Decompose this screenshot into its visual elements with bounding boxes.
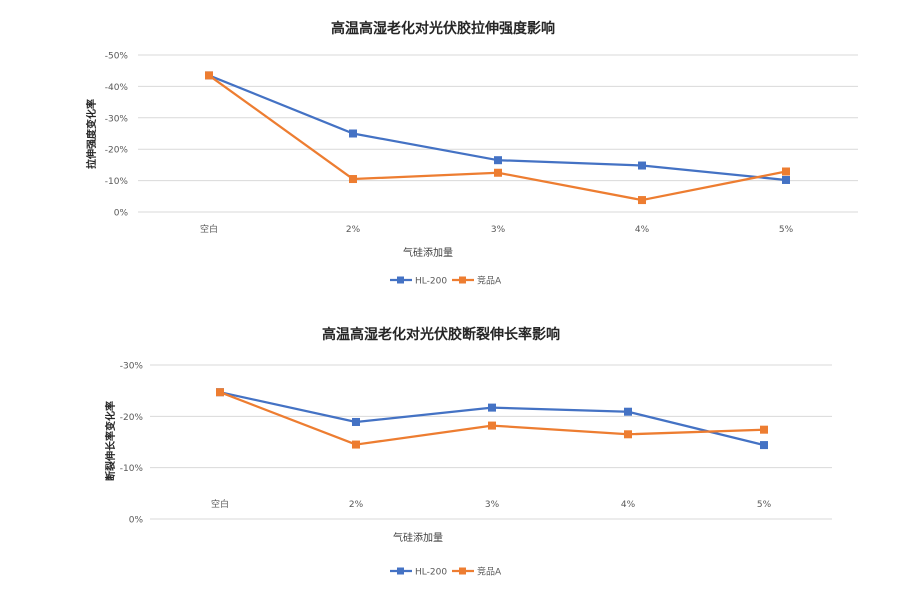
y-tick-label: 0% <box>129 516 144 526</box>
legend-label: HL-200 <box>415 568 447 578</box>
legend-label: 竞品A <box>477 566 502 578</box>
data-point <box>216 388 224 397</box>
y-tick-label: -10% <box>105 177 129 187</box>
data-point <box>638 161 646 170</box>
data-point <box>494 156 502 165</box>
y-tick-label: -50% <box>105 52 129 62</box>
x-tick-label: 2% <box>346 225 361 235</box>
data-point <box>782 167 790 176</box>
legend-label: 竞品A <box>477 275 502 287</box>
legend-marker <box>397 567 404 575</box>
series-line <box>208 74 787 182</box>
data-point <box>624 430 632 439</box>
x-tick-label: 5% <box>779 225 794 235</box>
data-point <box>494 168 502 177</box>
chart-title: 高温高湿老化对光伏胶断裂伸长率影响 <box>322 326 560 343</box>
x-tick-label: 3% <box>491 225 506 235</box>
x-tick-label: 空白 <box>200 223 218 235</box>
x-tick-label: 5% <box>757 500 772 510</box>
y-tick-label: -20% <box>105 146 129 156</box>
y-tick-label: -40% <box>105 83 129 93</box>
series-line <box>219 391 765 447</box>
data-point <box>205 71 213 80</box>
data-point <box>352 440 360 449</box>
x-axis-label: 气硅添加量 <box>393 531 443 544</box>
x-tick-label: 3% <box>485 500 500 510</box>
x-tick-label: 2% <box>349 500 364 510</box>
data-point <box>760 425 768 434</box>
y-axis-label: 断裂伸长率变化率 <box>104 401 117 481</box>
legend-marker <box>459 276 466 284</box>
data-point <box>488 421 496 430</box>
legend-marker <box>459 567 466 575</box>
series-line <box>219 391 765 446</box>
y-tick-label: -30% <box>105 114 129 124</box>
x-tick-label: 4% <box>621 500 636 510</box>
y-axis-label: 拉伸强度变化率 <box>85 99 98 169</box>
y-tick-label: 0% <box>114 209 129 219</box>
data-point <box>760 441 768 450</box>
x-tick-label: 4% <box>635 225 650 235</box>
elongation-chart: 高温高湿老化对光伏胶断裂伸长率影响 断裂伸长率变化率 气硅添加量 0% -10% -… <box>104 326 832 578</box>
x-tick-label: 空白 <box>211 498 229 510</box>
series-line <box>208 74 787 202</box>
x-axis-label: 气硅添加量 <box>403 246 453 259</box>
legend-label: HL-200 <box>415 277 447 287</box>
data-point <box>638 196 646 205</box>
y-tick-label: -20% <box>120 413 144 423</box>
y-tick-label: -30% <box>120 362 144 372</box>
data-point <box>349 175 357 184</box>
y-tick-label: -10% <box>120 464 144 474</box>
tensile-strength-chart: 高温高湿老化对光伏胶拉伸强度影响 拉伸强度变化率 气硅添加量 0% -10% -20… <box>85 20 858 287</box>
data-point <box>352 417 360 426</box>
chart-title: 高温高湿老化对光伏胶拉伸强度影响 <box>331 20 555 37</box>
data-point <box>782 175 790 184</box>
data-point <box>488 403 496 412</box>
data-point <box>624 407 632 416</box>
legend-marker <box>397 276 404 284</box>
data-point <box>349 129 357 138</box>
